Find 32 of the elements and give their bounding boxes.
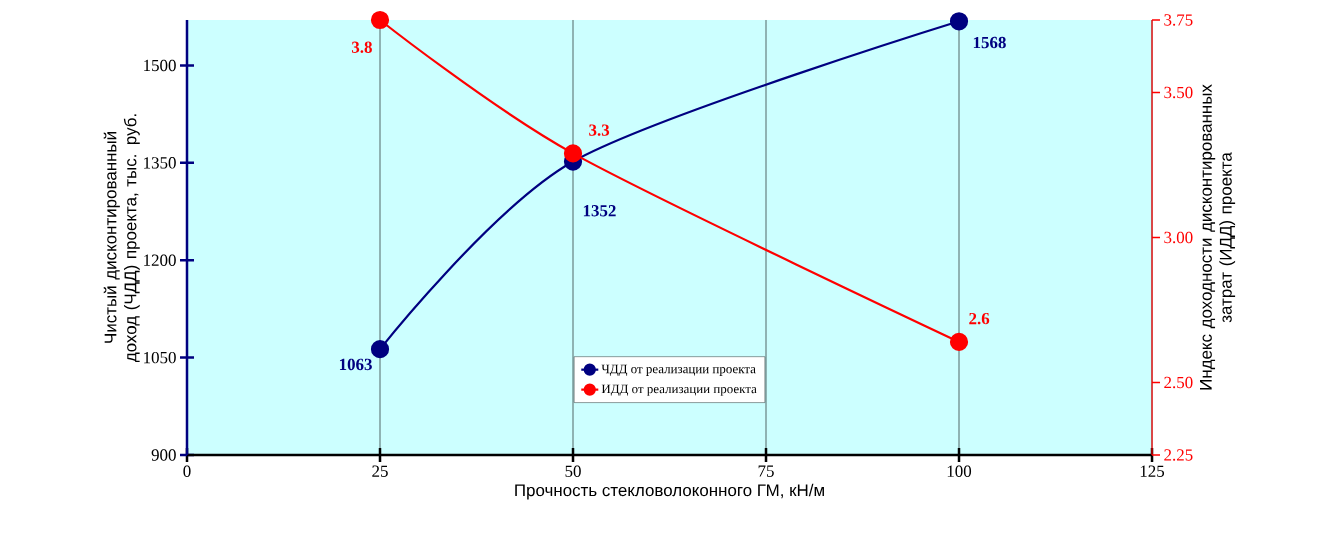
point — [370, 340, 390, 359]
y2-tick-label: 2.25 — [1164, 449, 1193, 461]
point — [563, 144, 583, 163]
x-tick-label: 25 — [372, 465, 388, 477]
data-label: 3.8 — [351, 41, 372, 54]
y-tick-label: 900 — [151, 449, 176, 461]
data-label: 1352 — [583, 205, 616, 217]
data-label: 1568 — [973, 36, 1006, 49]
y2-tick-label: 3.50 — [1164, 86, 1193, 99]
x-tick-label: 50 — [565, 465, 581, 477]
y-tick-label: 1200 — [144, 254, 176, 266]
point — [949, 332, 969, 351]
legend-label: ИДД от реализации проекта — [601, 384, 757, 396]
point — [949, 12, 969, 31]
y-tick-label: 1050 — [144, 351, 176, 364]
y-tick-label: 1500 — [144, 59, 176, 72]
x-tick-label: 125 — [1140, 465, 1165, 477]
y-axis-title: Чистый дисконтированный доход (ЧДД) проекта, тыс. руб. — [103, 114, 140, 362]
y2-tick-label: 2.50 — [1164, 376, 1193, 389]
data-label: 3.3 — [589, 124, 610, 136]
data-label: 1063 — [339, 358, 372, 371]
y-tick-label: 1350 — [144, 157, 176, 169]
x-axis-title: Прочность стекловолоконного ГМ, кН/м — [515, 483, 824, 500]
legend-label: ЧДД от реализации проекта — [601, 364, 756, 376]
y2-tick-label: 3.75 — [1164, 14, 1193, 26]
y2-tick-label: 3.00 — [1164, 231, 1193, 244]
x-tick-label: 0 — [183, 465, 191, 477]
x-tick-label: 100 — [947, 465, 972, 477]
data-label: 2.6 — [969, 312, 990, 325]
x-tick-label: 75 — [758, 465, 774, 477]
y2-axis-title: Индекс доходности дисконтированных затрат (ИДД) проекта — [1200, 84, 1236, 390]
point — [370, 10, 390, 30]
